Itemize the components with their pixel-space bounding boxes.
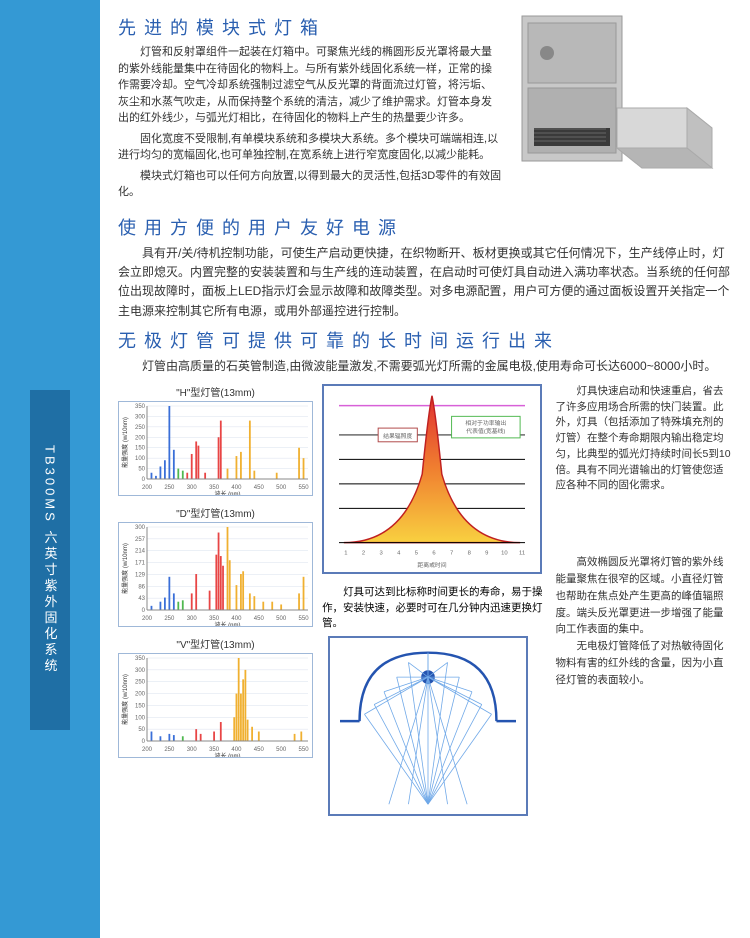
svg-text:300: 300 (135, 668, 146, 674)
svg-text:400: 400 (231, 747, 242, 753)
svg-text:能量强度 (w/10nm): 能量强度 (w/10nm) (121, 417, 129, 468)
section2-title: 使用方便的用户友好电源 (118, 214, 732, 240)
svg-text:3: 3 (380, 550, 383, 556)
svg-text:450: 450 (254, 747, 265, 753)
svg-text:8: 8 (468, 550, 471, 556)
svg-text:300: 300 (187, 485, 198, 491)
svg-text:200: 200 (142, 616, 153, 622)
svg-text:350: 350 (135, 656, 146, 662)
spectrum-charts-column: "H"型灯管(13mm) 0 50 100 150 200 250 300 350 200 250… (118, 384, 314, 821)
svg-text:200: 200 (142, 747, 153, 753)
svg-text:300: 300 (187, 616, 198, 622)
svg-text:300: 300 (135, 414, 146, 420)
svg-text:350: 350 (209, 747, 220, 753)
svg-text:250: 250 (164, 485, 175, 491)
svg-text:500: 500 (276, 747, 287, 753)
svg-text:200: 200 (135, 692, 146, 698)
svg-text:0: 0 (142, 608, 146, 614)
svg-text:500: 500 (276, 616, 287, 622)
svg-text:500: 500 (276, 485, 287, 491)
chart-v: "V"型灯管(13mm) 0 50 100 150 200 250 300 350 200 250… (118, 636, 313, 763)
svg-text:7: 7 (450, 550, 453, 556)
svg-text:250: 250 (164, 747, 175, 753)
svg-text:100: 100 (135, 715, 146, 721)
sidebar-label-box: TB300MS 六英寸紫外固化系统 (30, 390, 70, 730)
sidebar: TB300MS 六英寸紫外固化系统 (0, 0, 100, 938)
svg-text:350: 350 (209, 485, 220, 491)
chart-h: "H"型灯管(13mm) 0 50 100 150 200 250 300 350 200 250… (118, 384, 313, 501)
peak-box-label1: 结果辐照度 (383, 432, 412, 440)
svg-text:代表值(宽基线): 代表值(宽基线) (466, 427, 505, 435)
svg-text:300: 300 (135, 525, 146, 531)
svg-text:250: 250 (164, 616, 175, 622)
main-content: 先进的模块式灯箱 灯管和反射罩组件一起装在灯箱中。可聚焦光线的椭圆形反光罩将最大… (100, 0, 750, 938)
svg-text:400: 400 (231, 485, 242, 491)
svg-text:0: 0 (142, 739, 146, 745)
right-paragraph: 灯具快速启动和快速重启，省去了许多应用场合所需的快门装置。此外，灯具（包括添加了… (556, 384, 732, 494)
svg-text:200: 200 (135, 435, 146, 441)
section1-p2: 固化宽度不受限制,有单模块系统和多模块大系统。多个模块可端端相连,以进行均匀的宽… (118, 131, 502, 164)
chart-d-title: "D"型灯管(13mm) (118, 505, 313, 520)
bottom-p1: 高效椭圆反光罩将灯管的紫外线能量聚焦在很窄的区域。小直径灯管也帮助在焦点处产生更… (556, 554, 732, 638)
svg-text:171: 171 (135, 561, 146, 567)
svg-text:6: 6 (432, 550, 435, 556)
svg-text:10: 10 (501, 550, 508, 556)
svg-text:9: 9 (485, 550, 488, 556)
product-model-label: TB300MS 六英寸紫外固化系统 (41, 445, 60, 674)
svg-text:300: 300 (187, 747, 198, 753)
peak-box-label2: 相对于功率输出 (465, 419, 506, 427)
peak-chart: 结果辐照度 相对于功率输出 代表值(宽基线) 1234567891011 距离或… (322, 384, 542, 574)
peak-chart-column: 结果辐照度 相对于功率输出 代表值(宽基线) 1234567891011 距离或… (322, 384, 547, 821)
svg-text:350: 350 (209, 616, 220, 622)
svg-text:100: 100 (135, 456, 146, 462)
svg-text:250: 250 (135, 425, 146, 431)
svg-text:450: 450 (254, 485, 265, 491)
svg-text:150: 150 (135, 446, 146, 452)
svg-text:250: 250 (135, 680, 146, 686)
right-text-column: 灯具快速启动和快速重启，省去了许多应用场合所需的快门装置。此外，灯具（包括添加了… (556, 384, 732, 821)
svg-text:43: 43 (138, 596, 145, 602)
svg-text:257: 257 (135, 537, 146, 543)
product-photo (512, 8, 732, 208)
chart-h-title: "H"型灯管(13mm) (118, 384, 313, 399)
section1-title: 先进的模块式灯箱 (118, 14, 502, 40)
svg-text:129: 129 (135, 572, 146, 578)
svg-text:200: 200 (142, 485, 153, 491)
svg-text:214: 214 (135, 549, 146, 555)
section1-p3: 模块式灯箱也可以任何方向放置,以得到最大的灵活性,包括3D零件的有效固化。 (118, 168, 502, 201)
svg-text:50: 50 (138, 727, 145, 733)
svg-text:能量强度 (w/10nm): 能量强度 (w/10nm) (121, 674, 129, 725)
svg-text:2: 2 (362, 550, 365, 556)
section2-p1: 具有开/关/待机控制功能，可使生产启动更快捷，在织物断开、板材更换或其它任何情况… (118, 244, 732, 321)
svg-text:86: 86 (138, 584, 145, 590)
peak-xlabel: 距离或时间 (417, 561, 446, 569)
bottom-p2: 无电极灯管降低了对热敏待固化物料有害的红外线的含量，因为小直径灯管的表面较小。 (556, 638, 732, 688)
svg-text:550: 550 (299, 616, 310, 622)
svg-text:0: 0 (142, 477, 146, 483)
reflector-diagram (328, 636, 528, 816)
svg-text:550: 550 (299, 747, 310, 753)
section3-title: 无极灯管可提供可靠的长时间运行出来 (118, 327, 732, 353)
chart-d: "D"型灯管(13mm) 0 43 86 129 171 214 257 300 200 250 3… (118, 505, 313, 632)
chart-v-title: "V"型灯管(13mm) (118, 636, 313, 651)
svg-text:50: 50 (138, 467, 145, 473)
svg-text:能量强度 (w/10nm): 能量强度 (w/10nm) (121, 543, 129, 594)
peak-caption: 灯具可达到比标称时间更长的寿命，易于操作，安装快速，必要时可在几分钟内迅速更换灯… (322, 585, 547, 632)
svg-text:350: 350 (135, 404, 146, 410)
svg-text:450: 450 (254, 616, 265, 622)
svg-text:11: 11 (519, 550, 525, 556)
svg-text:150: 150 (135, 703, 146, 709)
section1-p1: 灯管和反射罩组件一起装在灯箱中。可聚焦光线的椭圆形反光罩将最大量的紫外线能量集中… (118, 44, 502, 127)
svg-text:550: 550 (299, 485, 310, 491)
svg-text:400: 400 (231, 616, 242, 622)
section3-p1: 灯管由高质量的石英管制造,由微波能量激发,不需要弧光灯所需的金属电极,使用寿命可… (118, 357, 732, 376)
svg-text:1: 1 (344, 550, 347, 556)
